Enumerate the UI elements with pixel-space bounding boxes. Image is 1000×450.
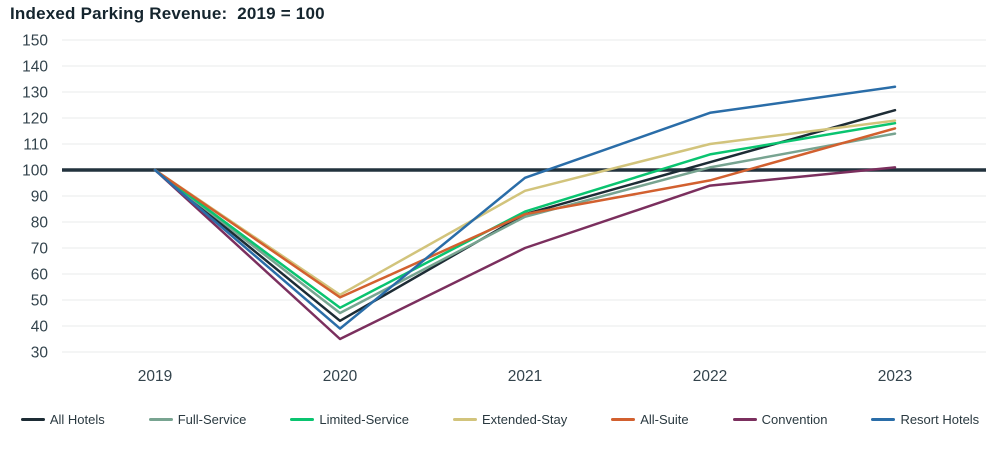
legend-label: All-Suite — [640, 412, 689, 427]
x-tick-label: 2021 — [508, 368, 542, 385]
series-line-all-suite — [153, 127, 897, 299]
chart-title: Indexed Parking Revenue: 2019 = 100 — [10, 4, 325, 23]
legend-label: Convention — [761, 412, 828, 427]
y-tick-label: 120 — [22, 111, 48, 128]
legend-item-full-service: Full-Service — [148, 412, 247, 427]
y-tick-label: 100 — [22, 163, 48, 180]
legend-item-all-suite: All-Suite — [611, 412, 689, 427]
y-tick-label: 70 — [31, 241, 49, 258]
y-tick-label: 80 — [31, 215, 49, 232]
legend-label: All Hotels — [49, 412, 105, 427]
y-tick-label: 110 — [23, 137, 48, 154]
y-tick-label: 40 — [31, 319, 49, 336]
x-tick-label: 2020 — [323, 368, 358, 385]
legend-item-resort-hotels: Resort Hotels — [871, 412, 979, 427]
legend-swatch-convention — [732, 418, 757, 421]
series-line-extended-stay — [153, 119, 897, 297]
legend-swatch-full-service — [148, 418, 173, 421]
legend-swatch-all-hotels — [20, 418, 45, 421]
line-chart-canvas: 30 40 50 60 70 80 90 100 110 120 130 140 150 2019 2020… — [22, 33, 986, 385]
legend-item-convention: Convention — [732, 412, 828, 427]
legend-label: Resort Hotels — [900, 412, 980, 427]
legend-item-all-hotels: All Hotels — [20, 412, 105, 427]
legend-item-extended-stay: Extended-Stay — [452, 412, 568, 427]
legend-swatch-all-suite — [611, 418, 636, 421]
y-tick-label: 60 — [31, 267, 49, 284]
series-line-convention — [153, 166, 897, 341]
legend-label: Full-Service — [177, 412, 247, 427]
y-tick-label: 150 — [22, 33, 48, 50]
series-line-full-service — [153, 132, 897, 315]
legend-label: Limited-Service — [319, 412, 409, 427]
y-tick-label: 30 — [31, 345, 49, 362]
y-tick-label: 50 — [31, 293, 49, 310]
y-tick-label: 90 — [31, 189, 49, 206]
series-line-resort-hotels — [153, 85, 897, 330]
y-tick-label: 130 — [22, 85, 48, 102]
legend-item-limited-service: Limited-Service — [290, 412, 409, 427]
x-tick-label: 2019 — [138, 368, 172, 385]
x-tick-label: 2022 — [693, 368, 727, 385]
x-tick-label: 2023 — [878, 368, 912, 385]
legend-swatch-resort-hotels — [871, 418, 896, 421]
series-line-limited-service — [153, 121, 897, 310]
legend-swatch-extended-stay — [452, 418, 477, 421]
legend: All Hotels Full-Service Limited-Service Ext… — [0, 412, 1000, 427]
legend-label: Extended-Stay — [481, 412, 568, 427]
legend-swatch-limited-service — [290, 418, 315, 421]
y-tick-label: 140 — [22, 59, 48, 76]
